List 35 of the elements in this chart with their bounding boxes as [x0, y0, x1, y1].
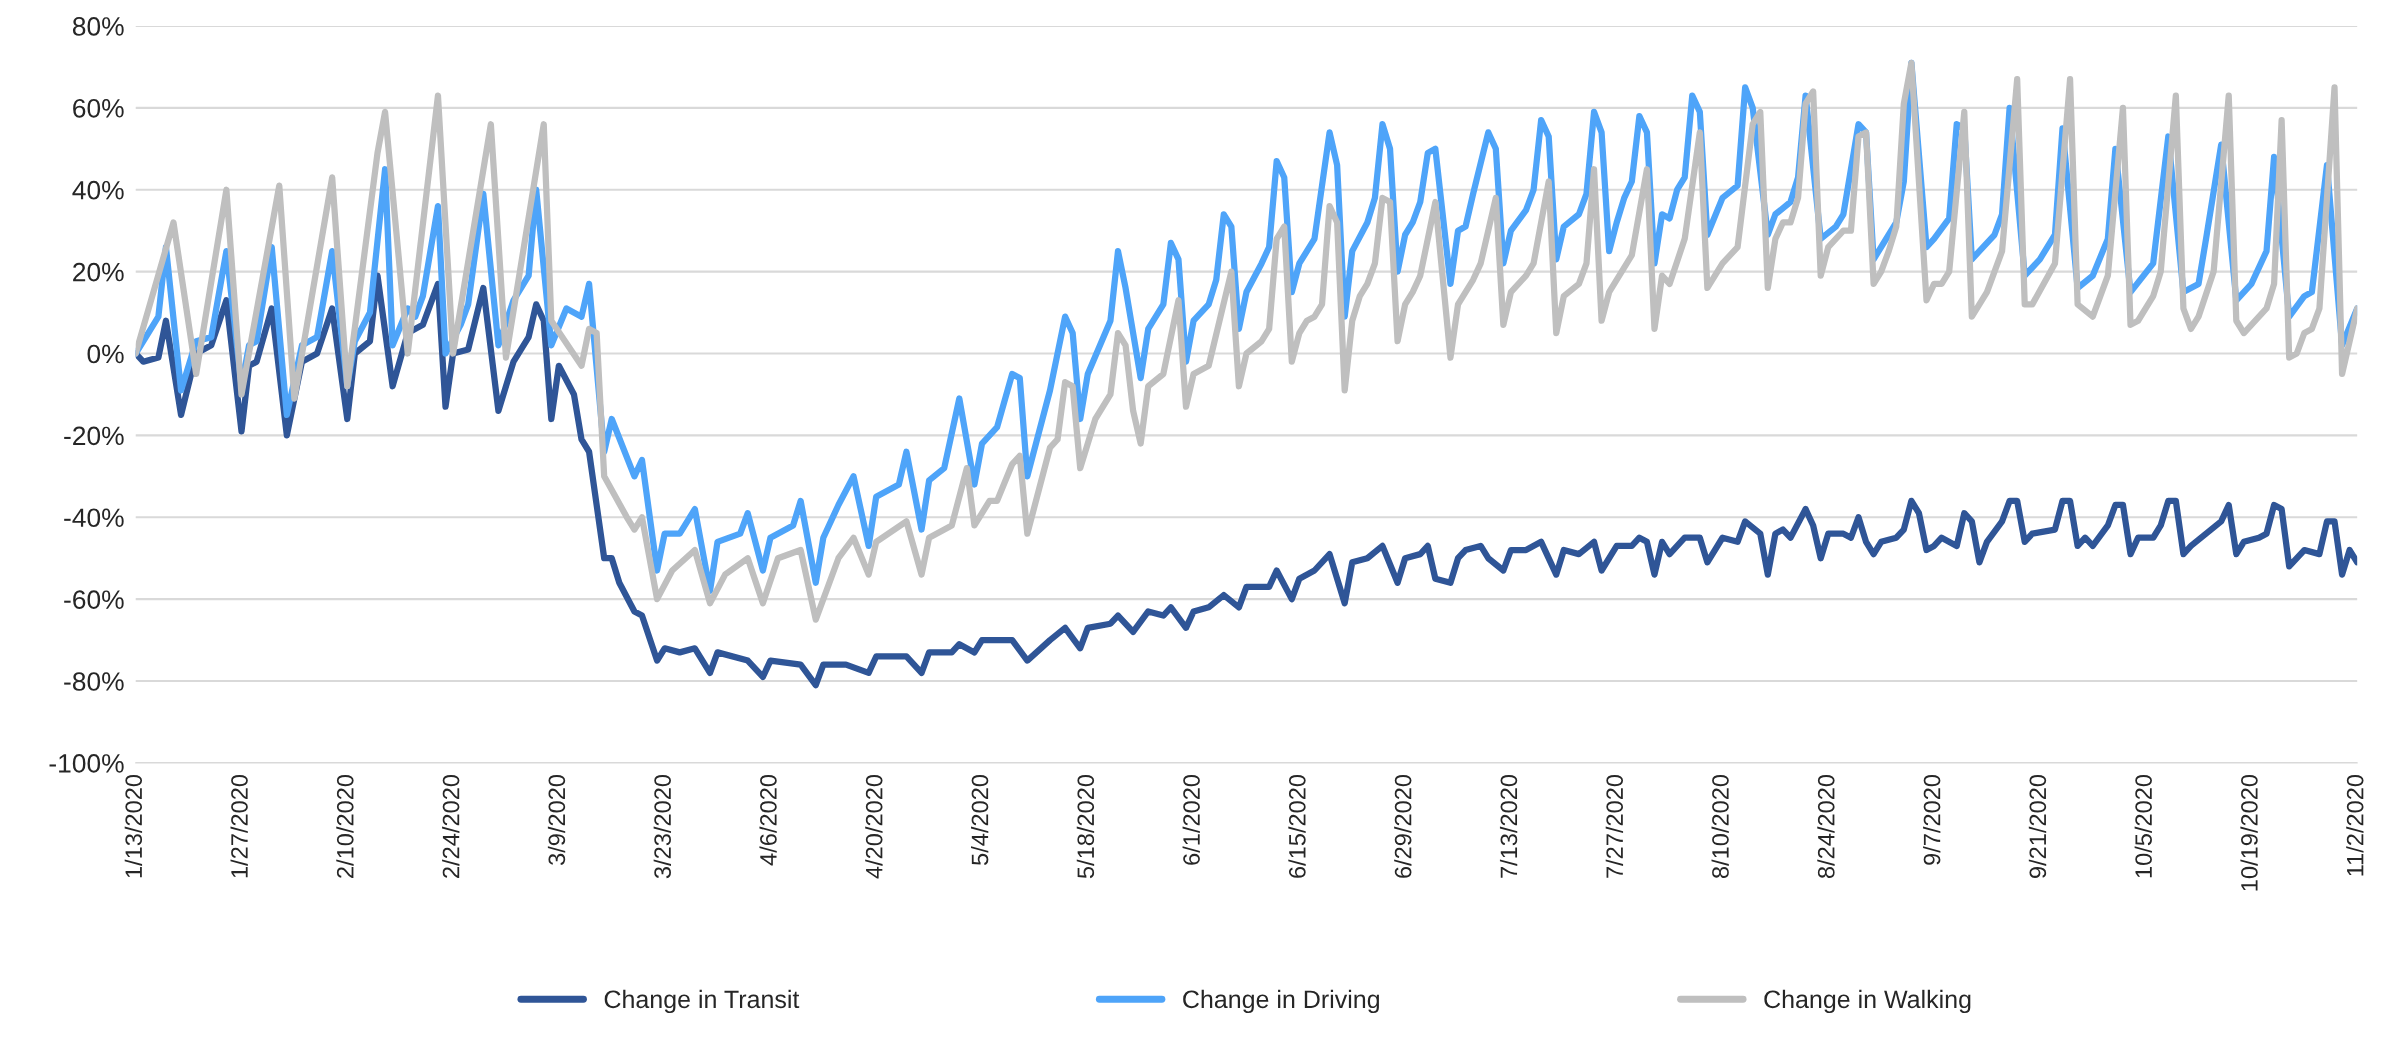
y-tick-label: 80% [72, 17, 124, 36]
y-tick-label: -60% [64, 590, 124, 609]
y-tick-label: 0% [87, 344, 124, 364]
x-tick-label: 4/6/2020 [759, 774, 777, 866]
x-tick-label: 9/21/2020 [2028, 774, 2047, 878]
x-tick-label: 10/19/2020 [2240, 774, 2258, 891]
x-tick-label: 3/9/2020 [547, 774, 566, 866]
x-tick-label: 6/29/2020 [1394, 774, 1412, 878]
y-tick-label: 20% [73, 262, 124, 282]
x-tick-label: 2/10/2020 [336, 774, 354, 878]
x-tick-label: 8/24/2020 [1817, 774, 1835, 879]
x-tick-label: 10/5/2020 [2134, 774, 2152, 878]
legend-label: Change in Driving [1183, 989, 1379, 1014]
x-tick-label: 6/1/2020 [1182, 774, 1200, 865]
legend-label: Change in Walking [1764, 989, 1971, 1014]
y-tick-label: 40% [72, 180, 124, 200]
x-tick-label: 11/2/2020 [2346, 774, 2364, 876]
legend-label: Change in Transit [604, 989, 800, 1014]
x-tick-label: 5/4/2020 [970, 774, 989, 865]
x-tick-label: 8/10/2020 [1711, 774, 1729, 879]
y-tick-label: -80% [64, 672, 124, 691]
x-tick-label: 9/7/2020 [1923, 774, 1941, 865]
x-tick-label: 1/27/2020 [230, 774, 248, 878]
x-tick-label: 4/20/2020 [865, 774, 883, 879]
y-tick-label: -40% [64, 508, 124, 528]
x-tick-label: 2/24/2020 [442, 774, 460, 878]
x-tick-label: 7/13/2020 [1499, 774, 1518, 878]
x-tick-label: 3/23/2020 [653, 774, 671, 879]
y-tick-label: 60% [73, 98, 124, 118]
x-tick-label: 6/15/2020 [1288, 774, 1306, 878]
x-tick-label: 5/18/2020 [1076, 774, 1095, 879]
x-tick-label: 1/13/2020 [124, 774, 143, 878]
y-tick-label: -100% [49, 754, 124, 773]
x-tick-label: 7/27/2020 [1605, 774, 1624, 878]
y-tick-label: -20% [64, 426, 124, 446]
